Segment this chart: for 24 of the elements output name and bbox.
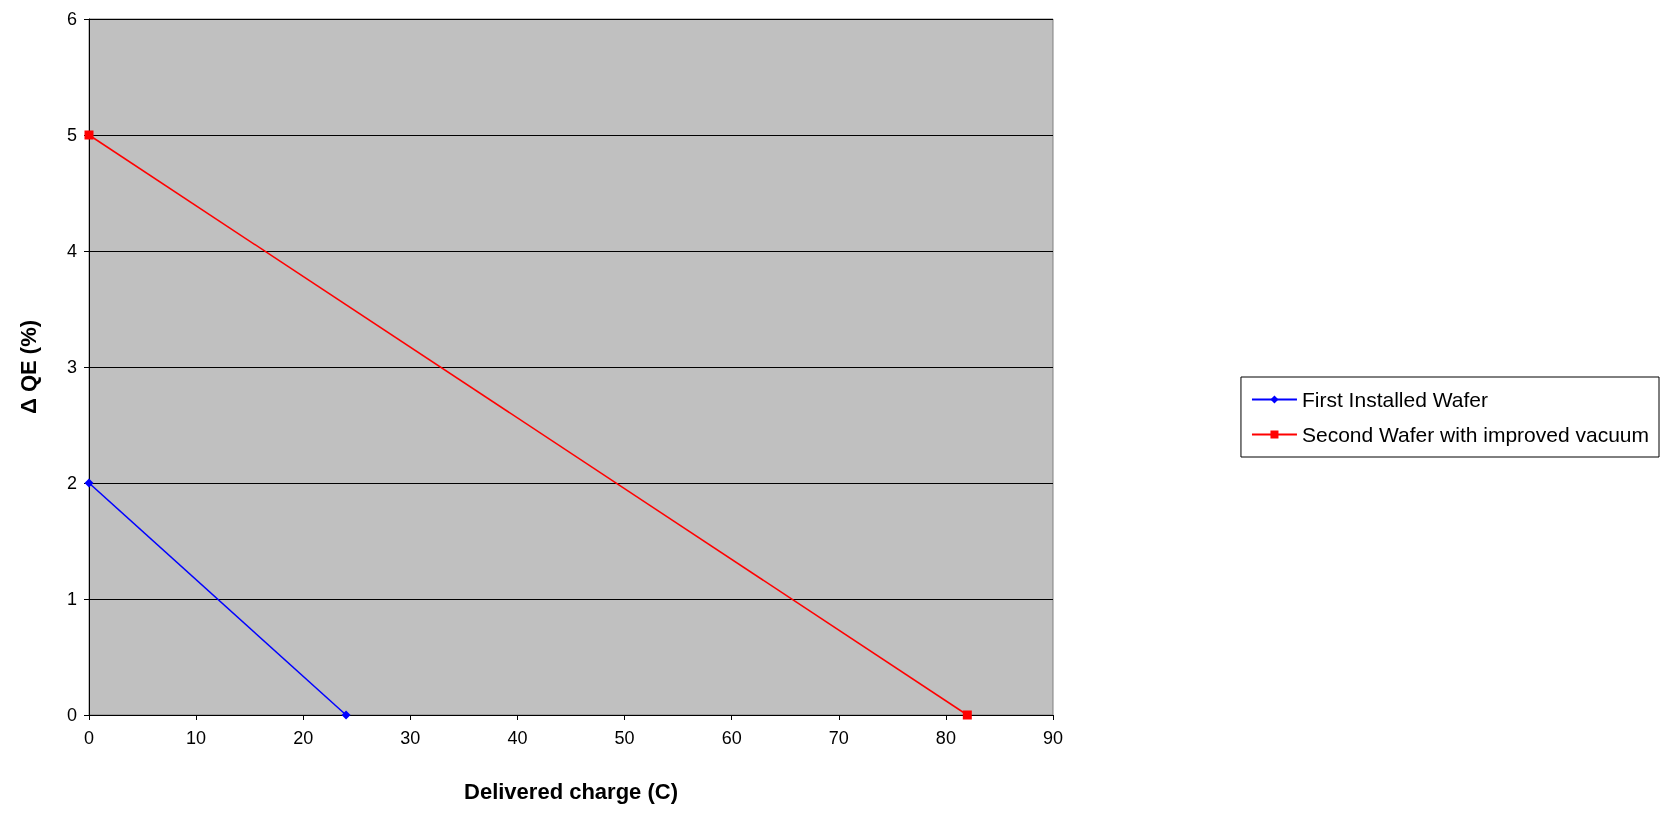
y-tick-label: 1 [66, 589, 77, 609]
x-tick-label: 30 [400, 728, 421, 748]
point [962, 710, 972, 720]
x-tick-label: 90 [1042, 728, 1064, 748]
x-tick-label: 50 [614, 728, 635, 748]
x-tick-label: 20 [293, 728, 314, 748]
y-tick-label: 5 [66, 125, 77, 145]
legend-label: First Installed Wafer [1301, 388, 1488, 411]
x-tick-label: 70 [828, 728, 849, 748]
x-tick-label: 80 [935, 728, 956, 748]
x-tick-label: 10 [186, 728, 207, 748]
y-tick-label: 2 [66, 473, 77, 493]
point [84, 130, 94, 140]
x-tick-label: 60 [721, 728, 742, 748]
x-tick-label: 0 [83, 728, 95, 748]
y-tick-label: 6 [66, 9, 77, 29]
y-tick-label: 3 [66, 357, 77, 377]
legend-label: Second Wafer with improved vacuum [1301, 423, 1650, 446]
x-axis-title: Delivered charge (C) [464, 778, 678, 804]
y-tick-label: 4 [66, 241, 77, 261]
point [341, 710, 351, 720]
y-axis-title: Δ QE (%) [15, 319, 41, 415]
x-tick-label: 40 [507, 728, 528, 748]
y-tick-label: 0 [66, 705, 77, 725]
